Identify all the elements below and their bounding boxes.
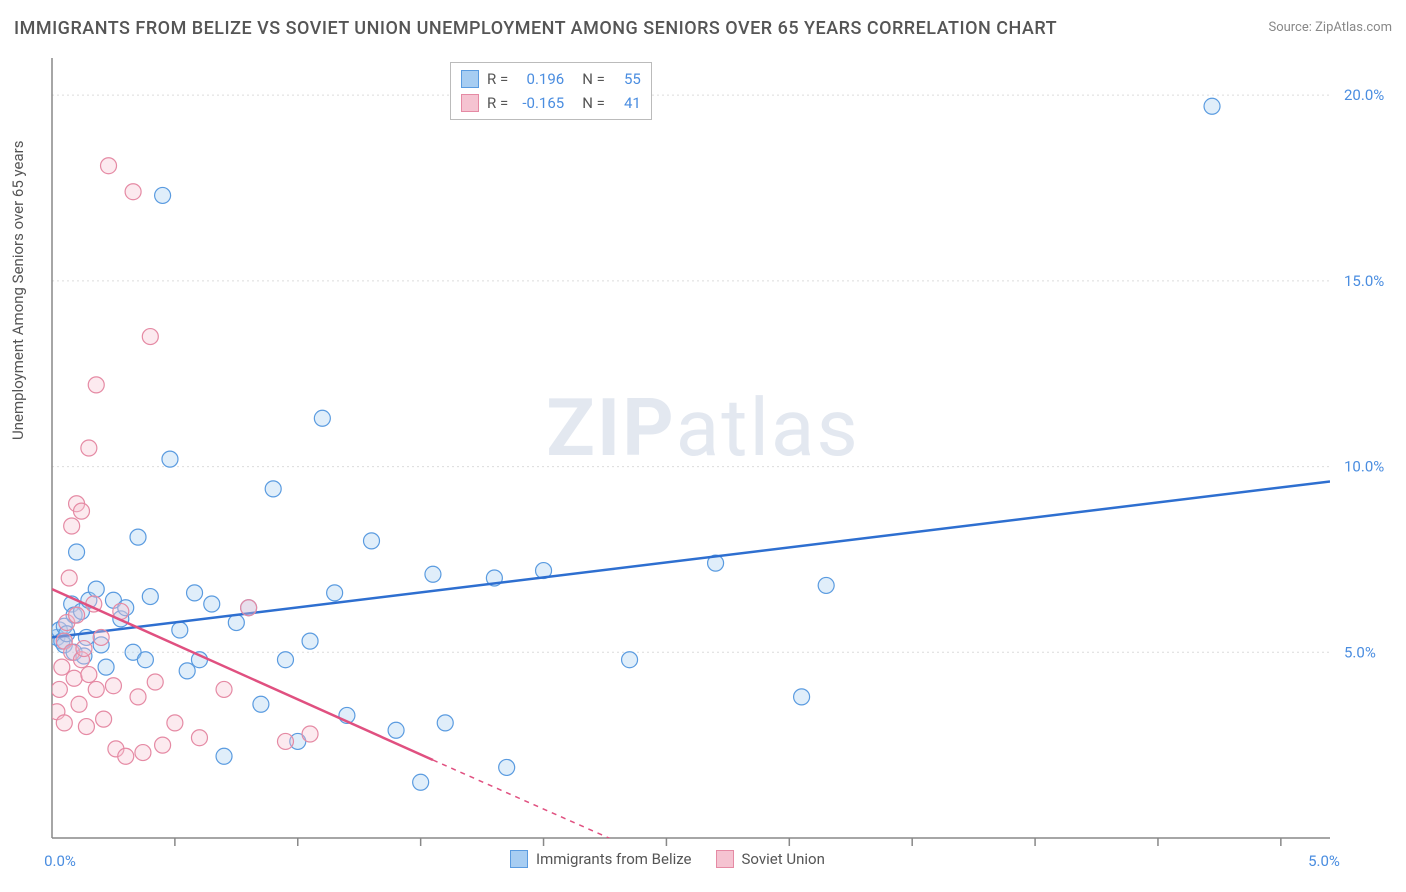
scatter-point xyxy=(277,733,293,749)
scatter-point xyxy=(1204,98,1220,114)
scatter-point xyxy=(81,440,97,456)
scatter-point xyxy=(118,748,134,764)
legend-swatch xyxy=(716,850,734,868)
legend-r-label: R = xyxy=(487,67,508,91)
legend-r-label: R = xyxy=(487,91,508,115)
series-name: Soviet Union xyxy=(742,850,825,868)
scatter-point xyxy=(191,730,207,746)
plot-svg: 5.0% 10.0% 15.0% 20.0% 0.0% 5.0% xyxy=(0,0,1406,892)
scatter-point xyxy=(66,670,82,686)
scatter-point xyxy=(622,652,638,668)
scatter-point xyxy=(167,715,183,731)
scatter-point xyxy=(76,641,92,657)
correlation-legend: R = 0.196 N = 55 R = -0.165 N = 41 xyxy=(450,62,652,120)
scatter-point xyxy=(69,544,85,560)
scatter-point xyxy=(69,607,85,623)
scatter-point xyxy=(265,481,281,497)
legend-row: R = 0.196 N = 55 xyxy=(461,67,641,91)
scatter-point xyxy=(81,667,97,683)
legend-r-value: -0.165 xyxy=(516,91,564,115)
scatter-point xyxy=(51,681,67,697)
scatter-point xyxy=(61,570,77,586)
series-legend: Immigrants from Belize Soviet Union xyxy=(510,850,825,868)
scatter-point xyxy=(54,659,70,675)
scatter-point xyxy=(155,737,171,753)
scatter-point xyxy=(425,566,441,582)
scatter-point xyxy=(818,577,834,593)
scatter-point xyxy=(327,585,343,601)
scatter-point xyxy=(73,503,89,519)
scatter-point xyxy=(130,529,146,545)
scatter-point xyxy=(172,622,188,638)
scatter-point xyxy=(302,726,318,742)
scatter-point xyxy=(142,589,158,605)
scatter-point xyxy=(88,581,104,597)
legend-n-value: 55 xyxy=(613,67,641,91)
scatter-point xyxy=(88,377,104,393)
scatter-point xyxy=(499,759,515,775)
scatter-point xyxy=(56,715,72,731)
scatter-point xyxy=(64,518,80,534)
series-legend-item: Immigrants from Belize xyxy=(510,850,692,868)
x-tick-label: 5.0% xyxy=(1308,852,1340,870)
chart-container: IMMIGRANTS FROM BELIZE VS SOVIET UNION U… xyxy=(0,0,1406,892)
series-name: Immigrants from Belize xyxy=(536,850,692,868)
scatter-point xyxy=(302,633,318,649)
legend-n-value: 41 xyxy=(613,91,641,115)
scatter-point xyxy=(101,158,117,174)
scatter-point xyxy=(204,596,220,612)
scatter-point xyxy=(413,774,429,790)
legend-swatch xyxy=(461,70,479,88)
scatter-point xyxy=(388,722,404,738)
scatter-point xyxy=(364,533,380,549)
legend-swatch xyxy=(510,850,528,868)
scatter-point xyxy=(253,696,269,712)
scatter-point xyxy=(125,184,141,200)
scatter-point xyxy=(93,629,109,645)
scatter-point xyxy=(241,600,257,616)
scatter-point xyxy=(187,585,203,601)
series-legend-item: Soviet Union xyxy=(716,850,825,868)
scatter-point xyxy=(71,696,87,712)
scatter-point xyxy=(78,719,94,735)
scatter-point xyxy=(794,689,810,705)
scatter-point xyxy=(162,451,178,467)
y-tick-label: 20.0% xyxy=(1344,86,1384,104)
scatter-point xyxy=(147,674,163,690)
legend-row: R = -0.165 N = 41 xyxy=(461,91,641,115)
y-tick-label: 10.0% xyxy=(1344,458,1384,476)
scatter-point xyxy=(135,745,151,761)
legend-swatch xyxy=(461,94,479,112)
scatter-point xyxy=(216,681,232,697)
scatter-point xyxy=(216,748,232,764)
scatter-point xyxy=(137,652,153,668)
scatter-point xyxy=(105,678,121,694)
trend-line-dashed xyxy=(433,760,617,842)
scatter-point xyxy=(277,652,293,668)
legend-n-label: N = xyxy=(582,91,605,115)
scatter-point xyxy=(228,615,244,631)
y-tick-label: 5.0% xyxy=(1344,643,1376,661)
legend-r-value: 0.196 xyxy=(516,67,564,91)
legend-n-label: N = xyxy=(582,67,605,91)
scatter-point xyxy=(155,187,171,203)
scatter-point xyxy=(98,659,114,675)
y-tick-label: 15.0% xyxy=(1344,272,1384,290)
x-tick-label: 0.0% xyxy=(44,852,76,870)
scatter-point xyxy=(437,715,453,731)
scatter-point xyxy=(96,711,112,727)
scatter-point xyxy=(314,410,330,426)
scatter-point xyxy=(88,681,104,697)
scatter-point xyxy=(142,329,158,345)
scatter-point xyxy=(130,689,146,705)
scatter-point xyxy=(179,663,195,679)
